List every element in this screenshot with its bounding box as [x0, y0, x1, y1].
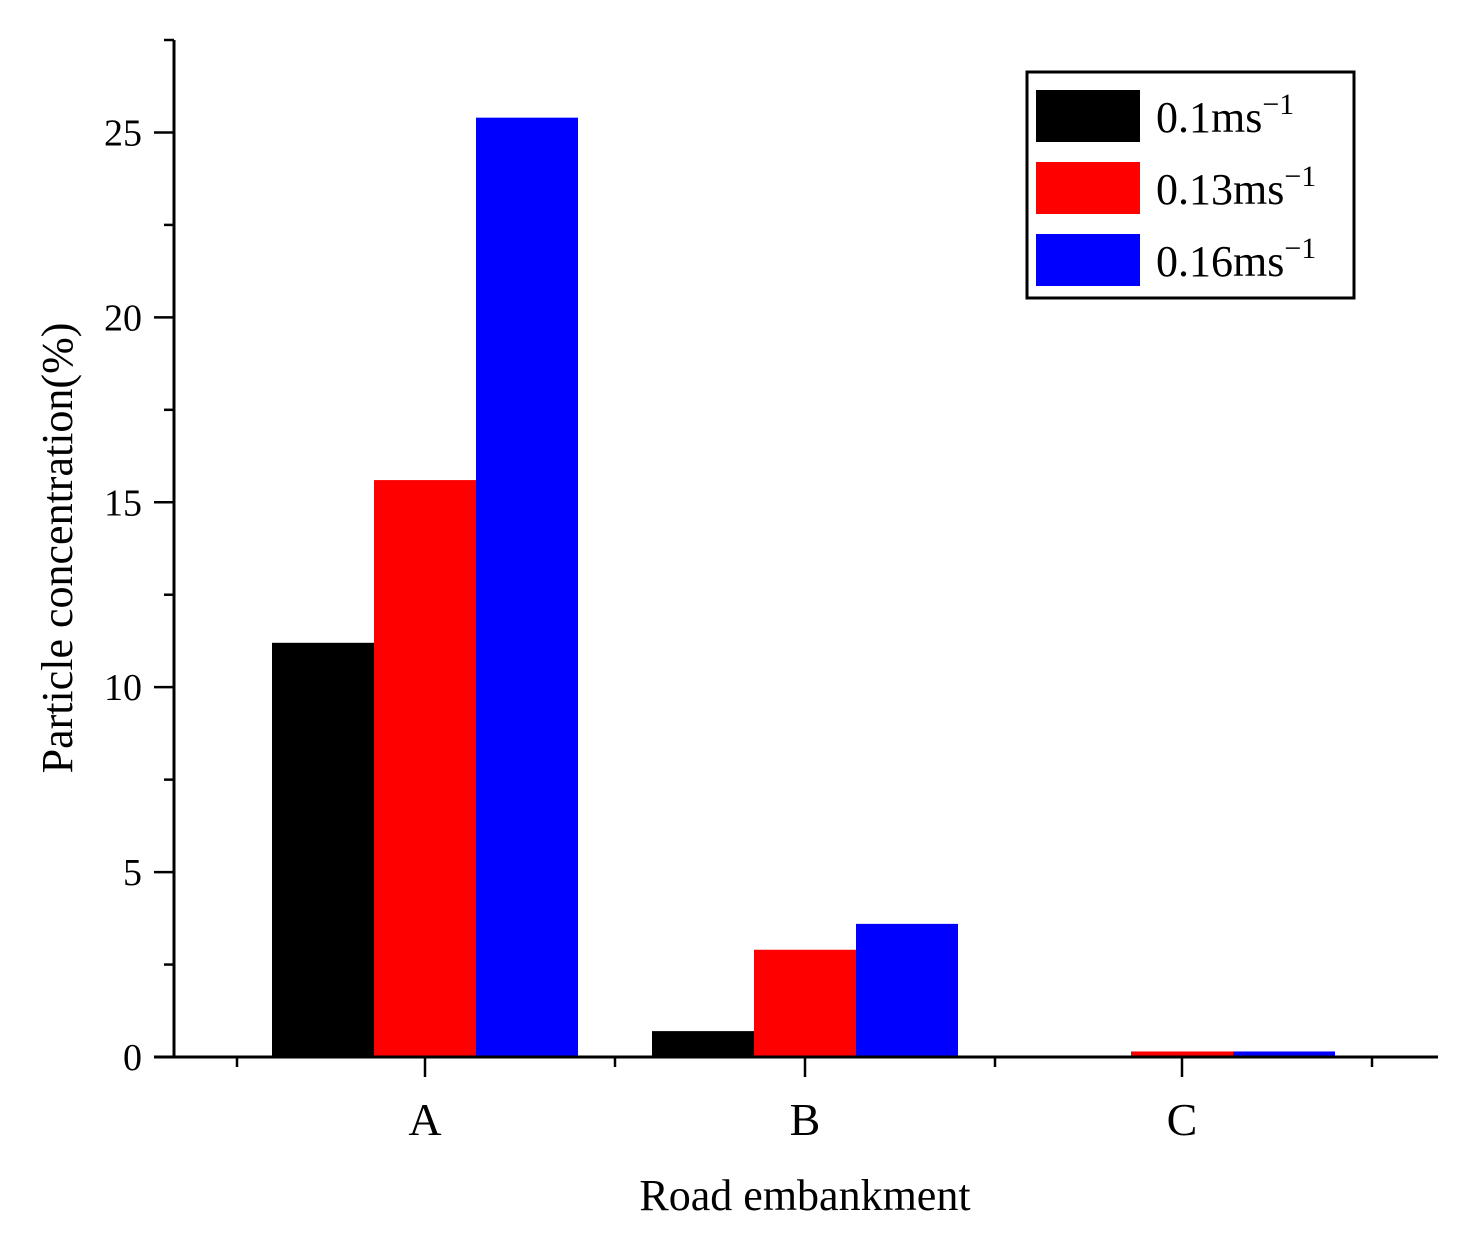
y-tick-label: 15 [104, 482, 142, 524]
bars-layer [272, 117, 1335, 1058]
y-tick-label: 5 [123, 852, 142, 894]
bar-B-series-3 [856, 923, 958, 1057]
bar-C-series-3 [1233, 1051, 1335, 1057]
bar-A-series-2 [374, 480, 476, 1058]
legend-label-superscript: −1 [1284, 160, 1316, 193]
y-ticks-layer: 0 5 10 15 20 25 [104, 38, 174, 1079]
y-axis-label: Particle concentration(%) [33, 323, 82, 774]
x-axis-label: Road embankment [639, 1171, 970, 1220]
bar-B-series-1 [652, 1031, 754, 1057]
bar-A-series-1 [272, 642, 374, 1057]
x-tick-label-B: B [790, 1094, 821, 1145]
bar-B-series-2 [754, 949, 856, 1057]
bar-C-series-2 [1131, 1051, 1233, 1057]
legend-swatch-1 [1036, 90, 1140, 142]
legend-swatch-3 [1036, 234, 1140, 286]
x-ticks-layer: A B C [235, 1057, 1374, 1145]
axes-layer [154, 40, 1438, 1059]
legend-label-superscript: −1 [1262, 88, 1294, 121]
x-tick-label-C: C [1167, 1094, 1198, 1145]
legend-label-superscript: −1 [1284, 232, 1316, 265]
x-tick-label-A: A [408, 1094, 441, 1145]
legend: 0.1ms−10.13ms−10.16ms−1 [1025, 70, 1356, 300]
bar-A-series-3 [476, 117, 578, 1058]
legend-swatch-2 [1036, 162, 1140, 214]
y-tick-label: 10 [104, 667, 142, 709]
y-tick-label: 25 [104, 112, 142, 154]
y-tick-label: 20 [104, 297, 142, 339]
y-tick-label: 0 [123, 1037, 142, 1079]
